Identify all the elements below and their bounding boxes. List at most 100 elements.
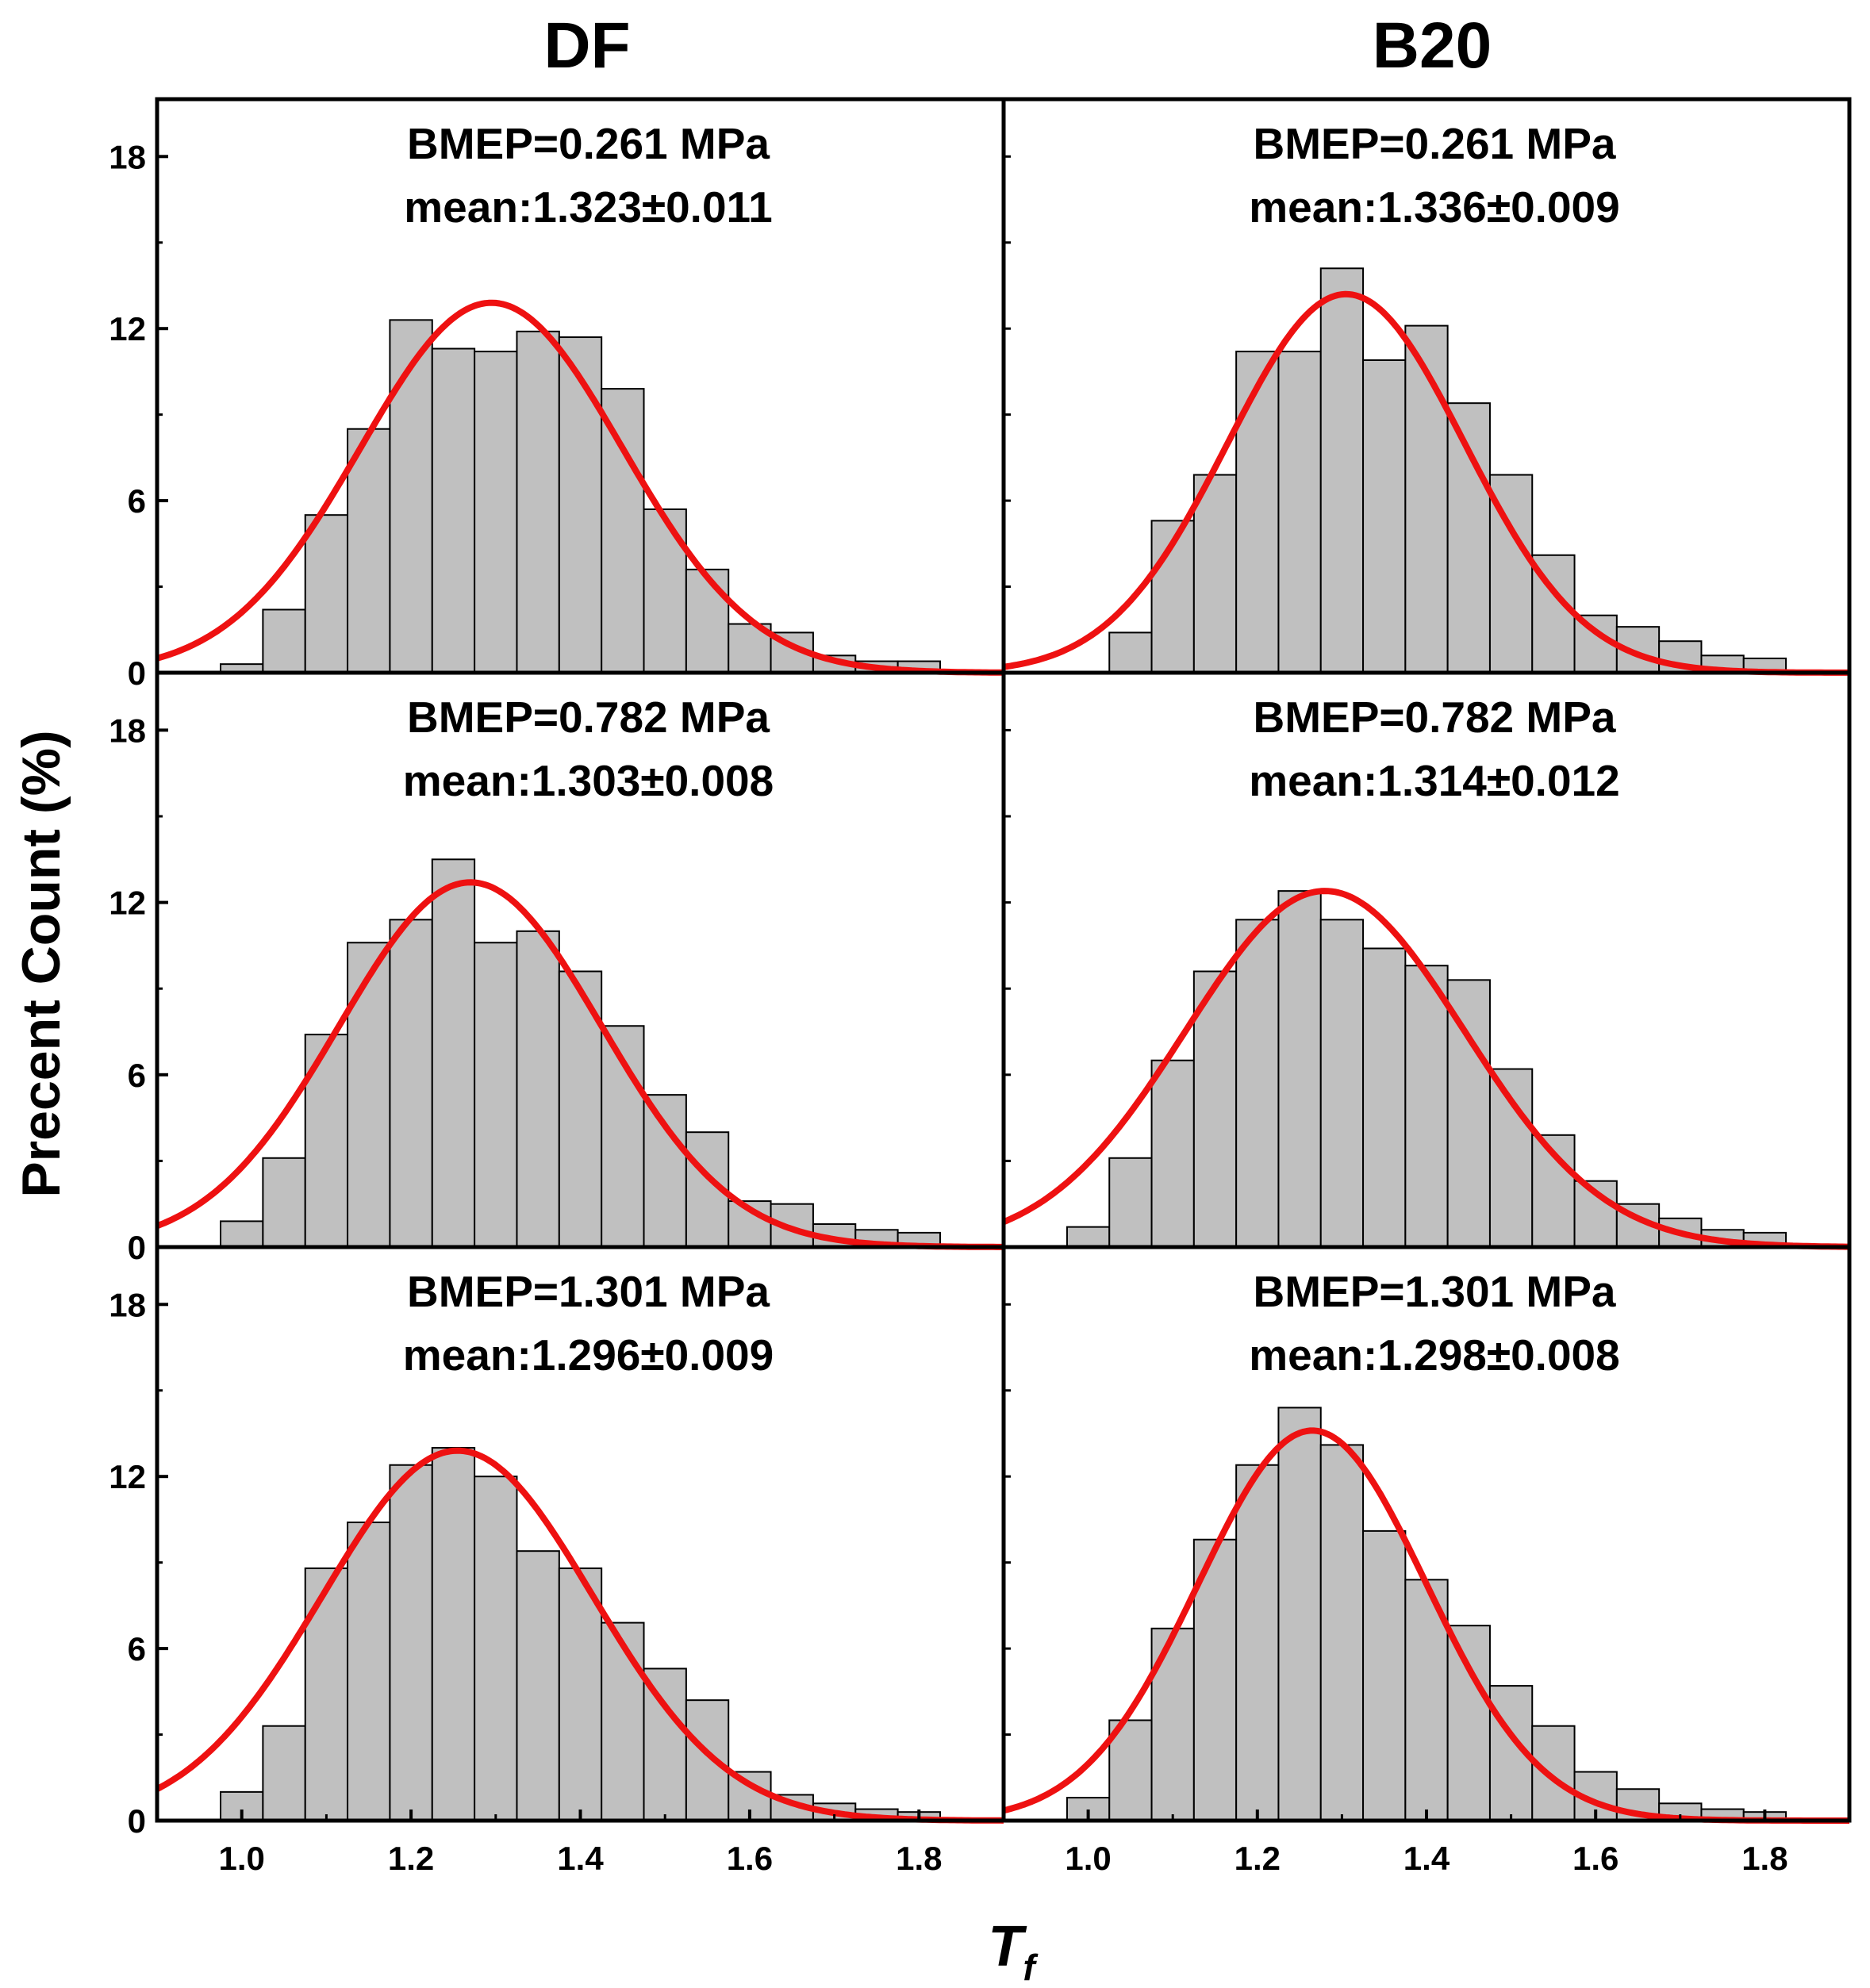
- x-tick-label: 1.4: [1403, 1840, 1450, 1877]
- column-title-b20: B20: [1373, 10, 1492, 82]
- histogram-bar: [1150, 1059, 1195, 1248]
- histogram-bar: [304, 1567, 349, 1821]
- histogram-bar: [389, 919, 433, 1248]
- fit-curve: [156, 299, 1004, 676]
- bmep-annotation: BMEP=0.782 MPa: [1253, 693, 1615, 742]
- fit-curve: [156, 879, 1004, 1250]
- y-tick-label: 12: [109, 310, 146, 347]
- y-tick-label: 0: [128, 654, 146, 692]
- histogram-bar: [347, 942, 391, 1249]
- panel-b20-2: BMEP=0.782 MPa mean:1.314±0.012: [1002, 693, 1849, 1250]
- y-tick-label: 18: [109, 138, 146, 175]
- histogram-bar: [1108, 1157, 1153, 1249]
- mean-annotation: mean:1.296±0.009: [403, 1330, 774, 1380]
- fit-curve: [1003, 290, 1849, 676]
- column-title-df: DF: [543, 10, 630, 82]
- histogram-bar: [1277, 890, 1322, 1248]
- histogram-bar: [516, 1550, 560, 1821]
- histogram-bar: [389, 1464, 433, 1821]
- histogram-bar: [347, 1522, 391, 1822]
- mean-annotation: mean:1.303±0.008: [403, 756, 774, 805]
- x-tick-label: 1.0: [219, 1840, 265, 1877]
- y-tick-label: 0: [128, 1229, 146, 1266]
- mean-annotation: mean:1.298±0.008: [1249, 1330, 1619, 1380]
- x-axis-label: Tf: [988, 1915, 1039, 1988]
- y-tick-label: 0: [128, 1802, 146, 1840]
- x-tick-label: 1.2: [1235, 1840, 1281, 1877]
- histogram-bar: [558, 336, 603, 674]
- histogram-bar: [685, 568, 730, 674]
- histogram-bar: [1404, 324, 1449, 674]
- y-tick-label: 18: [109, 1286, 146, 1323]
- histogram-bar: [1235, 919, 1280, 1248]
- y-tick-label: 12: [109, 1458, 146, 1495]
- panel-df-3: 0 6 12 18 BMEP=1.301 MPa mean:1.296±0.009 1.0 1…: [109, 1267, 1004, 1877]
- bmep-annotation: BMEP=1.301 MPa: [1253, 1267, 1615, 1316]
- histogram-bar: [262, 1725, 306, 1822]
- histogram-bar: [474, 942, 518, 1249]
- histogram-bar: [1531, 1725, 1576, 1822]
- y-tick-label: 6: [128, 1630, 146, 1668]
- panel-b20-3: BMEP=1.301 MPa mean:1.298±0.008 1.0 1.2 1.4 1…: [1003, 1267, 1849, 1877]
- histogram-bar: [1277, 351, 1322, 674]
- histogram-bar: [601, 388, 645, 674]
- histogram-bar: [516, 930, 560, 1249]
- histogram-bar: [1192, 1538, 1238, 1821]
- bmep-annotation: BMEP=0.261 MPa: [407, 119, 770, 168]
- x-axis-label-subscript: f: [1023, 1947, 1039, 1988]
- histogram-bar: [1362, 1529, 1407, 1821]
- histogram-bar: [516, 330, 560, 674]
- histogram-bar: [1066, 1226, 1111, 1249]
- histogram-bar: [643, 1094, 687, 1249]
- histogram-bar: [1446, 402, 1491, 674]
- bmep-annotation: BMEP=0.261 MPa: [1253, 119, 1615, 168]
- x-axis-label-main: T: [988, 1915, 1027, 1978]
- histogram-bar: [1277, 1407, 1322, 1821]
- x-tick-label: 1.6: [1572, 1840, 1618, 1877]
- panels-group: 0 6 12 18 BMEP=0.261 MPa mean:1.323±0.011 BMEP…: [109, 97, 1852, 1877]
- histogram-bar: [601, 1025, 645, 1248]
- y-tick-label: 18: [109, 712, 146, 749]
- x-tick-label: 1.6: [727, 1840, 773, 1877]
- histogram-bar: [431, 1447, 476, 1822]
- histogram-bar: [347, 428, 391, 674]
- histogram-bar: [262, 1157, 306, 1249]
- bmep-annotation: BMEP=0.782 MPa: [407, 693, 770, 742]
- histogram-bar: [601, 1621, 645, 1821]
- histogram-bar: [1319, 267, 1365, 674]
- y-tick-label: 6: [128, 482, 146, 520]
- histogram-bar: [1108, 1719, 1153, 1822]
- x-tick-label: 1.2: [388, 1840, 434, 1877]
- histogram-bar: [431, 858, 476, 1249]
- histogram-bar: [431, 347, 476, 674]
- histogram-bar: [1150, 1627, 1195, 1821]
- histogram-bar: [1404, 965, 1449, 1248]
- mean-annotation: mean:1.323±0.011: [404, 182, 772, 232]
- bmep-annotation: BMEP=1.301 MPa: [407, 1267, 770, 1316]
- x-tick-label: 1.0: [1065, 1840, 1111, 1877]
- histogram-bar: [220, 1220, 264, 1249]
- histogram-bar: [1319, 1444, 1365, 1822]
- y-tick-label: 6: [128, 1057, 146, 1094]
- mean-annotation: mean:1.336±0.009: [1249, 182, 1619, 232]
- histogram-bar: [389, 319, 433, 674]
- histogram-bar: [1446, 1625, 1491, 1821]
- fit-curve: [1002, 888, 1849, 1250]
- mean-annotation: mean:1.314±0.012: [1249, 756, 1619, 805]
- histogram-bar: [1446, 979, 1491, 1248]
- y-tick-label: 12: [109, 885, 146, 922]
- histogram-bar: [1192, 474, 1238, 674]
- histogram-bar: [262, 608, 306, 674]
- y-axis-label: Precent Count (%): [11, 730, 71, 1197]
- histogram-bar: [304, 514, 349, 674]
- histogram-bar: [474, 351, 518, 674]
- x-tick-label: 1.8: [1741, 1840, 1787, 1877]
- histogram-bar: [1235, 351, 1280, 674]
- histogram-bar: [558, 1567, 603, 1821]
- x-tick-label: 1.4: [557, 1840, 604, 1877]
- histogram-bar: [474, 1476, 518, 1821]
- histogram-bar: [1319, 919, 1365, 1248]
- histogram-bar: [1235, 1464, 1280, 1821]
- histogram-bar: [1362, 947, 1407, 1249]
